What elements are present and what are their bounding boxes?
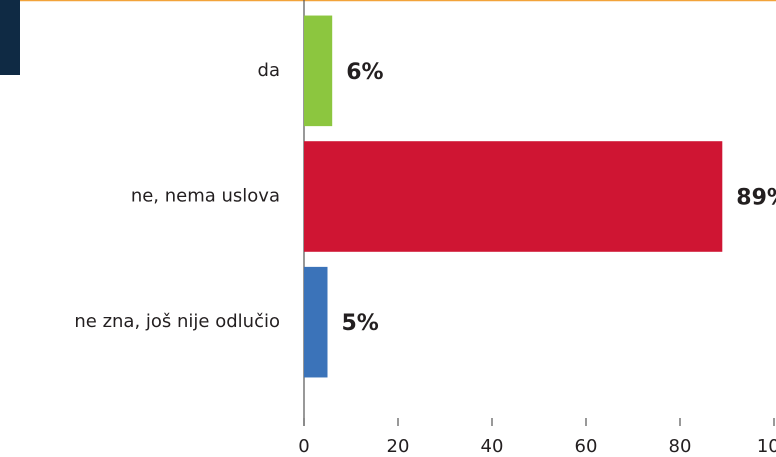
x-tick-label: 20 — [387, 436, 410, 457]
category-label: ne zna, još nije odlučio — [74, 311, 280, 332]
x-tick-label: 0 — [298, 436, 309, 457]
x-tick-label: 100 — [757, 436, 776, 457]
x-tick-label: 80 — [669, 436, 692, 457]
corner-block — [0, 0, 20, 75]
value-label: 89% — [736, 186, 776, 211]
category-label: ne, nema uslova — [131, 186, 280, 207]
bar — [304, 141, 723, 252]
category-label: da — [258, 60, 280, 81]
x-tick-label: 60 — [575, 436, 598, 457]
value-label: 5% — [342, 311, 379, 336]
value-label: 6% — [346, 60, 383, 85]
bar — [304, 15, 333, 127]
bar — [304, 266, 328, 378]
x-tick-label: 40 — [481, 436, 504, 457]
